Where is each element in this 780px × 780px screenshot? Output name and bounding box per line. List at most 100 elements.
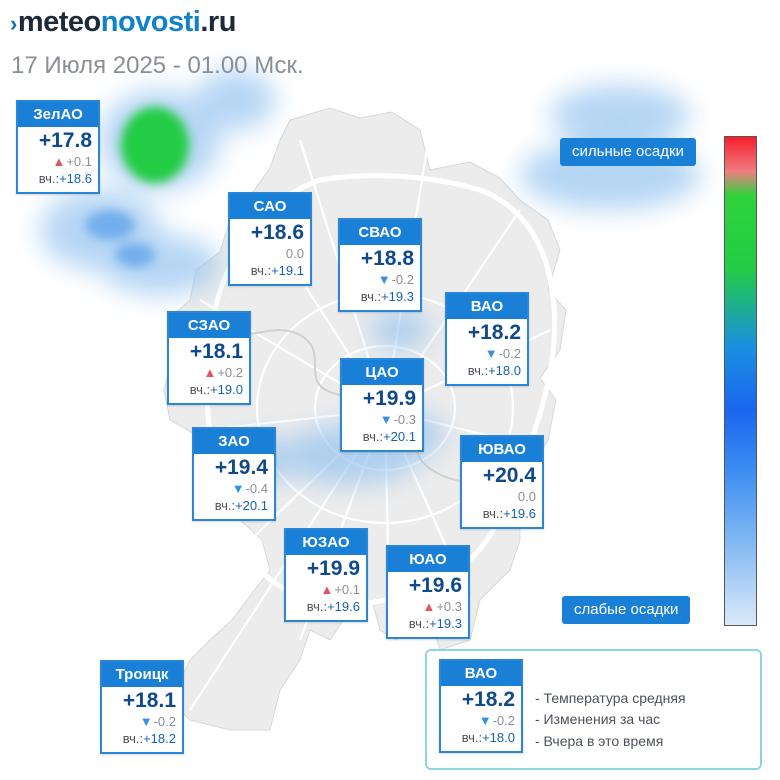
yesterday-temperature: вч.:+20.1 [342,428,422,446]
yesterday-label: вч.: [306,599,328,614]
district-card-svao[interactable]: СВАО +18.8 ▼-0.2 вч.:+19.3 [338,218,422,312]
district-temperature: +18.1 [122,689,176,712]
district-temperature: +19.9 [306,557,360,580]
heavy-precipitation-label: сильные осадки [560,138,696,166]
district-name: ВАО [447,294,527,319]
yesterday-value: +19.3 [381,289,414,304]
yesterday-label: вч.: [122,731,144,746]
yesterday-label: вч.: [408,616,430,631]
trend-up-icon: ▲ [203,365,217,380]
yesterday-label: вч.: [362,429,384,444]
precipitation-medium [85,210,155,267]
precipitation-heavy [121,107,189,183]
district-name: СВАО [340,220,420,245]
district-card-troitsk[interactable]: Троицк +18.1 ▼-0.2 вч.:+18.2 [100,660,184,754]
district-temperature: +18.6 [250,221,304,244]
yesterday-label: вч.: [250,263,272,278]
yesterday-value: +20.1 [383,429,416,444]
yesterday-temperature: вч.:+18.0 [447,362,527,380]
yesterday-value: +18.0 [482,730,515,745]
district-name: ВАО [441,661,521,686]
hourly-change: 0.0 [462,488,542,505]
hourly-change: ▲+0.1 [18,153,98,170]
trend-up-icon: ▲ [52,154,66,169]
district-temperature: +19.9 [362,387,416,410]
yesterday-value: +18.6 [59,171,92,186]
district-temperature: +18.2 [467,321,521,344]
district-temperature: +17.8 [38,129,92,152]
district-card-szao[interactable]: СЗАО +18.1 ▲+0.2 вч.:+19.0 [167,311,251,405]
yesterday-temperature: вч.:+19.0 [169,381,249,399]
legend-item-hourly-change: - Изменения за час [535,711,661,727]
district-card-yuzao[interactable]: ЮЗАО +19.9 ▲+0.1 вч.:+19.6 [284,528,368,622]
hourly-change: ▲+0.3 [388,598,468,615]
district-temperature: +20.4 [482,464,536,487]
district-card-cao[interactable]: ЦАО +19.9 ▼-0.3 вч.:+20.1 [340,358,424,452]
light-precipitation-label: слабые осадки [562,596,691,624]
district-temperature: +18.1 [189,340,243,363]
district-name: Троицк [102,662,182,687]
yesterday-temperature: вч.:+19.3 [340,288,420,306]
district-temperature: +19.4 [214,456,268,479]
change-value: +0.1 [66,154,92,169]
change-value: -0.2 [492,713,515,728]
change-value: -0.3 [393,412,416,427]
yesterday-label: вч.: [482,506,504,521]
change-value: -0.2 [391,272,414,287]
change-value: +0.2 [217,365,243,380]
yesterday-temperature: вч.:+19.1 [230,262,310,280]
district-card-zao[interactable]: ЗАО +19.4 ▼-0.4 вч.:+20.1 [192,427,276,521]
district-temperature: +18.2 [461,688,515,711]
district-card-sao[interactable]: САО +18.6 0.0 вч.:+19.1 [228,192,312,286]
trend-down-icon: ▼ [478,713,492,728]
district-name: ЗелАО [18,102,98,127]
district-name: ЦАО [342,360,422,385]
logo-mark: › [10,11,17,36]
yesterday-value: +19.0 [210,382,243,397]
trend-down-icon: ▼ [139,714,153,729]
logo-mid: novosti [100,6,201,38]
district-temperature: +19.6 [408,574,462,597]
yesterday-label: вч.: [38,171,60,186]
hourly-change: ▼-0.2 [340,271,420,288]
yesterday-value: +19.6 [327,599,360,614]
district-card-yuao[interactable]: ЮАО +19.6 ▲+0.3 вч.:+19.3 [386,545,470,639]
yesterday-label: вч.: [189,382,211,397]
yesterday-value: +18.2 [143,731,176,746]
district-card-zelao[interactable]: ЗелАО +17.8 ▲+0.1 вч.:+18.6 [16,100,100,194]
trend-down-icon: ▼ [377,272,391,287]
yesterday-temperature: вч.:+18.0 [441,729,521,747]
logo-prefix: meteo [17,6,101,38]
hourly-change: ▲+0.1 [286,581,366,598]
site-logo[interactable]: ›meteonovosti.ru [10,6,236,39]
legend-sample-card: ВАО +18.2 ▼-0.2 вч.:+18.0 [439,659,523,753]
precipitation-scale-bar [724,136,757,626]
district-name: САО [230,194,310,219]
district-name: ЮВАО [462,437,542,462]
hourly-change: ▲+0.2 [169,364,249,381]
yesterday-temperature: вч.:+18.6 [18,170,98,188]
district-name: СЗАО [169,313,249,338]
change-value: +0.3 [436,599,462,614]
district-name: ЮАО [388,547,468,572]
trend-up-icon: ▲ [422,599,436,614]
yesterday-temperature: вч.:+20.1 [194,497,274,515]
logo-suffix: .ru [200,6,236,38]
district-temperature: +18.8 [360,247,414,270]
trend-down-icon: ▼ [231,481,245,496]
yesterday-label: вч.: [214,498,236,513]
hourly-change: ▼-0.4 [194,480,274,497]
district-name: ЮЗАО [286,530,366,555]
district-card-vao[interactable]: ВАО +18.2 ▼-0.2 вч.:+18.0 [445,292,529,386]
trend-up-icon: ▲ [320,582,334,597]
yesterday-label: вч.: [360,289,382,304]
change-value: 0.0 [285,246,304,261]
change-value: -0.2 [498,346,521,361]
yesterday-temperature: вч.:+18.2 [102,730,182,748]
hourly-change: ▼-0.2 [447,345,527,362]
legend-item-yesterday: - Вчера в это время [535,733,664,749]
change-value: -0.4 [245,481,268,496]
district-card-yuvao[interactable]: ЮВАО +20.4 0.0 вч.:+19.6 [460,435,544,529]
trend-down-icon: ▼ [484,346,498,361]
change-value: 0.0 [517,489,536,504]
